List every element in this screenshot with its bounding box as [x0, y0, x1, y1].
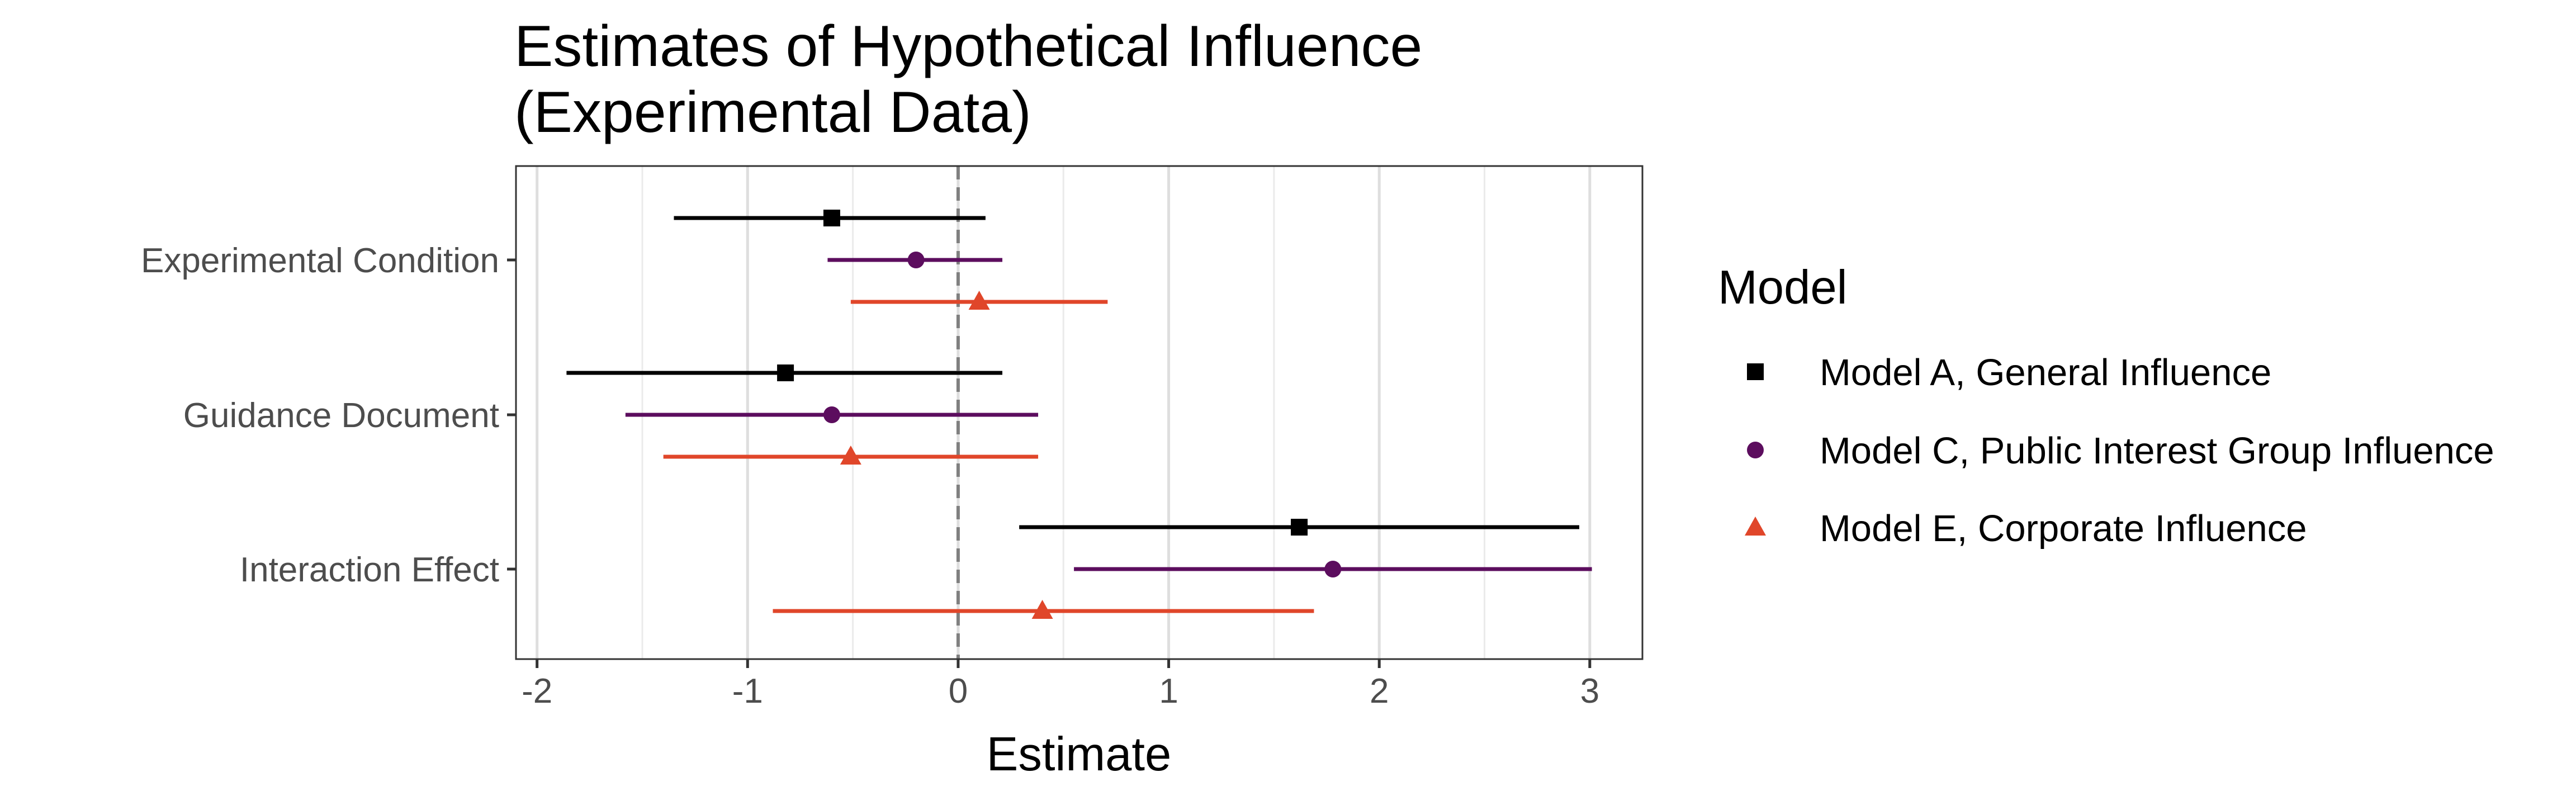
series-1 [566, 210, 1580, 536]
series-2 [625, 252, 1592, 577]
chart-title-line-1: Estimates of Hypothetical Influence [514, 14, 1422, 79]
y-tick-label: Interaction Effect [240, 551, 499, 589]
point-marker-square [1291, 519, 1308, 536]
point-marker-circle [907, 252, 925, 268]
plot-panel-border [515, 165, 1644, 660]
point-marker-triangle [968, 291, 990, 310]
x-tick-label: -1 [732, 672, 763, 711]
x-tick-label: 1 [1159, 672, 1178, 711]
legend: Model Model A, General Influence Model C,… [1718, 261, 2494, 550]
point-marker-square [823, 210, 840, 226]
point-marker-square [777, 364, 794, 381]
point-marker-triangle [1745, 517, 1766, 536]
y-tick-label: Guidance Document [183, 396, 499, 435]
point-marker-circle [1324, 561, 1342, 577]
x-tick-label: 0 [949, 672, 968, 711]
x-tick-label: 3 [1580, 672, 1599, 711]
point-marker-circle [823, 406, 840, 423]
legend-label: Model E, Corporate Influence [1820, 508, 2307, 550]
point-marker-circle [1747, 442, 1764, 458]
grid-lines [536, 166, 1592, 659]
legend-title: Model [1718, 261, 1848, 314]
point-marker-triangle [1031, 600, 1053, 619]
series-3 [663, 291, 1314, 619]
point-marker-triangle [840, 446, 861, 465]
legend-label: Model A, General Influence [1820, 352, 2271, 394]
x-axis: -2 -1 0 1 2 3 [522, 659, 1599, 711]
y-axis: Experimental Condition Guidance Document I… [141, 242, 516, 589]
y-tick-label: Experimental Condition [141, 242, 499, 280]
legend-label: Model C, Public Interest Group Influence [1820, 430, 2494, 472]
legend-item: Model A, General Influence [1747, 352, 2271, 394]
x-axis-title: Estimate [987, 728, 1172, 781]
legend-item: Model E, Corporate Influence [1745, 508, 2307, 550]
chart-title-line-2: (Experimental Data) [514, 80, 1031, 145]
point-marker-square [1747, 363, 1764, 380]
x-tick-label: 2 [1370, 672, 1389, 711]
x-tick-label: -2 [522, 672, 552, 711]
legend-item: Model C, Public Interest Group Influence [1747, 430, 2494, 472]
series-marks [566, 210, 1592, 619]
